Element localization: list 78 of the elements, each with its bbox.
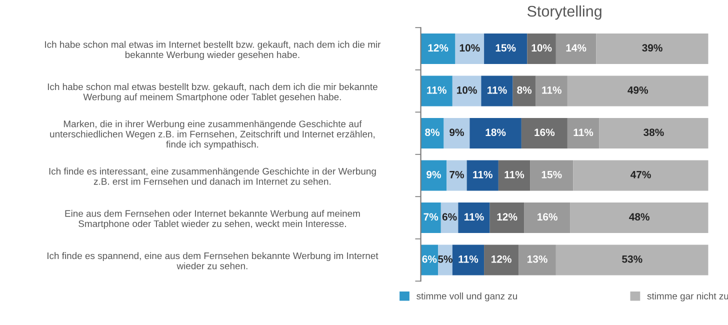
- data-label: 11%: [427, 86, 446, 94]
- data-label: 7%: [450, 170, 464, 178]
- data-label: 11%: [458, 255, 478, 263]
- data-label: 10%: [460, 44, 480, 52]
- data-label: 6%: [442, 213, 457, 221]
- bar: [490, 202, 524, 233]
- data-label: 11%: [464, 213, 484, 221]
- bar: [420, 34, 456, 64]
- bar: [484, 34, 528, 64]
- bar: [420, 202, 441, 233]
- data-label: 11%: [488, 86, 507, 94]
- data-label: 5%: [438, 255, 452, 263]
- bar: [530, 160, 574, 191]
- data-label: 8%: [517, 86, 532, 94]
- bar: [556, 244, 708, 276]
- bar: [527, 34, 556, 64]
- bar: [420, 76, 452, 106]
- y-tick-label: Ich finde es spannend, eine aus dem Fernsehen bekannte Werbung im Internet wieder zu sehen.: [48, 252, 378, 270]
- data-label: 39%: [642, 44, 662, 52]
- y-tick-label: Eine aus dem Fernsehen oder Internet bekannte Werbung auf meinem Smartphone oder Tablet wieder zu sehen, weckt mein Interesse.: [65, 210, 360, 229]
- bar: [440, 202, 458, 233]
- bar: [599, 118, 708, 148]
- data-label: 48%: [629, 213, 650, 221]
- y-tick-label: Ich finde es interessant, eine zusammenhängende Geschichte in der Werbung z.B. erst im Fernsehen und danach im Internet zu sehen.: [49, 168, 376, 185]
- bar: [524, 202, 570, 233]
- data-label: 12%: [428, 44, 448, 52]
- bar: [444, 118, 470, 148]
- data-label: 12%: [497, 213, 518, 221]
- bar: [452, 244, 484, 276]
- y-tick-label: Ich habe schon mal etwas im Internet bestellt bzw. gekauft, nach dem ich die mir bekannte Werbung wieder gesehen habe.: [45, 40, 381, 60]
- bar: [536, 76, 568, 106]
- data-label: 12%: [492, 255, 512, 263]
- bar: [446, 160, 467, 191]
- data-label: 10%: [532, 44, 552, 52]
- data-label: 9%: [450, 128, 464, 136]
- bar: [481, 76, 513, 106]
- bar: [470, 118, 522, 148]
- data-label: 8%: [425, 128, 440, 136]
- data-label: 6%: [422, 255, 437, 263]
- bar: [512, 76, 536, 106]
- bar: [567, 76, 708, 106]
- data-label: 16%: [538, 213, 558, 221]
- bar: [567, 118, 600, 148]
- bar: [466, 160, 498, 191]
- data-label: 16%: [534, 128, 555, 136]
- bar: [458, 202, 490, 233]
- data-label: 10%: [457, 86, 477, 94]
- data-label: 11%: [542, 86, 562, 94]
- y-tick-label: Marken, die in ihrer Werbung eine zusammenhängende Geschichte auf unterschiedlichen Wegen z.B. im Fernsehen, Zeitschrift und Internet erzählen, finde ich sympathisch.: [50, 120, 375, 150]
- data-label: 49%: [628, 86, 648, 94]
- legend-label: stimme voll und ganz zu: [416, 292, 517, 302]
- bar: [484, 244, 519, 276]
- bar: [455, 34, 484, 64]
- data-label: 53%: [622, 255, 642, 263]
- data-label: 47%: [630, 170, 651, 178]
- data-label: 15%: [496, 44, 516, 52]
- bar: [498, 160, 530, 191]
- data-label: 9%: [426, 170, 441, 178]
- bar: [518, 244, 556, 276]
- bar: [596, 34, 708, 64]
- data-label: 11%: [504, 170, 524, 178]
- chart-title: Storytelling: [527, 5, 602, 20]
- data-label: 38%: [644, 128, 664, 136]
- bar: [573, 160, 708, 191]
- data-label: 14%: [566, 44, 586, 52]
- data-label: 18%: [486, 128, 506, 136]
- data-label: 7%: [424, 213, 438, 221]
- data-label: 15%: [542, 170, 562, 178]
- y-tick-label: Ich habe schon mal etwas bestellt bzw. gekauft, nach dem ich die mir bekannte Werbung auf meinem Smartphone oder Tablet gesehen habe.: [48, 83, 378, 102]
- bar: [521, 118, 568, 148]
- legend-label: stimme gar nicht zu: [647, 292, 728, 302]
- data-label: 11%: [574, 128, 594, 136]
- bar: [452, 76, 482, 106]
- bar: [556, 34, 596, 64]
- data-label: 11%: [473, 170, 492, 178]
- data-label: 13%: [527, 255, 548, 263]
- bar: [420, 118, 444, 148]
- bar: [570, 202, 708, 233]
